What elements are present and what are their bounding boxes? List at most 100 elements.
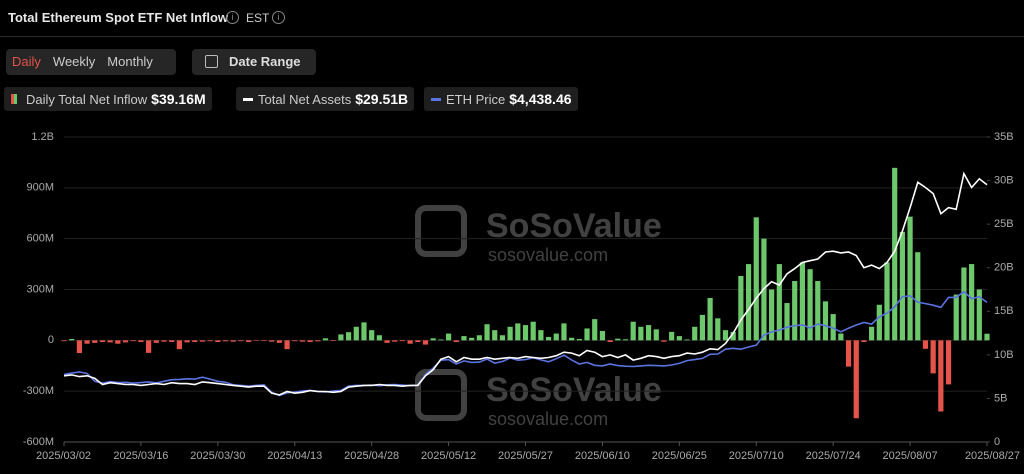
timezone: EST bbox=[246, 11, 270, 25]
bar bbox=[345, 332, 352, 341]
x-tick-label: 2025/05/12 bbox=[421, 450, 476, 462]
bar bbox=[438, 339, 444, 341]
x-tick-label: 2025/04/28 bbox=[344, 450, 399, 462]
legend-swatch bbox=[243, 98, 253, 101]
bar bbox=[838, 333, 844, 341]
bar bbox=[715, 318, 721, 341]
bar bbox=[361, 322, 367, 341]
watermark-site: sosovalue.com bbox=[488, 409, 608, 429]
bar bbox=[845, 340, 852, 367]
bar bbox=[292, 340, 298, 342]
bar bbox=[376, 335, 382, 341]
bar bbox=[661, 340, 667, 342]
bar bbox=[299, 340, 306, 342]
legend-item[interactable]: Daily Total Net Inflow $39.16M bbox=[4, 87, 212, 111]
bar bbox=[630, 321, 636, 341]
bar bbox=[246, 340, 252, 343]
bar bbox=[769, 289, 775, 341]
tab[interactable]: Daily bbox=[12, 54, 41, 69]
bar bbox=[369, 330, 375, 341]
bar bbox=[676, 336, 682, 341]
bar bbox=[84, 340, 90, 344]
bar bbox=[807, 269, 813, 341]
watermark: SoSoValue sosovalue.com SoSoValue sosova… bbox=[415, 205, 662, 429]
legend-label: ETH Price bbox=[446, 92, 506, 107]
bar bbox=[776, 264, 782, 341]
bar bbox=[899, 231, 905, 341]
bar bbox=[407, 340, 413, 344]
bar bbox=[315, 340, 321, 342]
bar bbox=[815, 281, 821, 341]
bar bbox=[745, 264, 752, 341]
calendar-icon bbox=[205, 55, 218, 68]
x-tick-label: 2025/07/24 bbox=[806, 450, 861, 462]
info-icon[interactable]: i bbox=[226, 11, 239, 24]
bar bbox=[499, 335, 506, 341]
bar bbox=[307, 340, 313, 343]
bar bbox=[146, 340, 152, 353]
x-tick-label: 2025/08/27 bbox=[965, 450, 1020, 462]
legend-item[interactable]: ETH Price $4,438.46 bbox=[424, 87, 578, 111]
bar bbox=[222, 340, 229, 342]
x-tick-label: 2025/05/27 bbox=[498, 450, 553, 462]
bar bbox=[261, 340, 267, 342]
legend-value: $39.16M bbox=[151, 91, 206, 107]
line bbox=[63, 290, 988, 397]
bar bbox=[976, 289, 982, 341]
bar bbox=[730, 331, 736, 341]
bar bbox=[638, 326, 644, 341]
watermark-logo bbox=[415, 205, 467, 257]
line bbox=[63, 171, 988, 396]
legend-value: $29.51B bbox=[355, 91, 409, 107]
info-icon[interactable]: i bbox=[272, 11, 285, 24]
legend-swatch bbox=[11, 94, 17, 104]
bar bbox=[945, 340, 952, 385]
bar bbox=[253, 340, 259, 341]
bar bbox=[192, 340, 198, 343]
bar bbox=[607, 340, 613, 343]
bar bbox=[684, 339, 690, 341]
bar bbox=[284, 340, 290, 350]
y-tick-label: 900M bbox=[26, 182, 54, 194]
y2-tick-label: 5B bbox=[994, 392, 1007, 404]
bar bbox=[545, 336, 552, 341]
bar bbox=[238, 340, 244, 342]
bar bbox=[161, 340, 167, 342]
bar bbox=[215, 340, 221, 343]
legend-label: Total Net Assets bbox=[258, 92, 352, 107]
bar bbox=[930, 340, 936, 374]
bar bbox=[99, 340, 106, 343]
bar bbox=[622, 339, 629, 341]
bar bbox=[707, 297, 713, 341]
bar bbox=[569, 337, 575, 341]
bar bbox=[784, 303, 790, 341]
legend-item[interactable]: Total Net Assets $29.51B bbox=[236, 87, 415, 111]
x-tick-label: 2025/03/30 bbox=[190, 450, 245, 462]
date-range-button[interactable]: Date Range bbox=[192, 49, 316, 75]
tab[interactable]: Monthly bbox=[107, 54, 153, 69]
x-tick-label: 2025/07/10 bbox=[729, 450, 784, 462]
bar bbox=[130, 340, 136, 342]
bar bbox=[322, 338, 329, 341]
bar bbox=[530, 321, 536, 341]
bar bbox=[922, 340, 929, 349]
bar bbox=[330, 340, 336, 342]
watermark-brand: SoSoValue bbox=[486, 371, 662, 409]
tab[interactable]: Weekly bbox=[52, 54, 96, 69]
bar bbox=[107, 340, 113, 343]
bar bbox=[461, 336, 467, 341]
bar bbox=[984, 333, 990, 341]
bar bbox=[892, 167, 898, 341]
bar bbox=[176, 340, 182, 350]
bar bbox=[169, 340, 175, 343]
bar bbox=[469, 337, 475, 341]
bar bbox=[799, 262, 805, 341]
bar bbox=[122, 340, 129, 343]
bar bbox=[492, 330, 498, 341]
x-tick-label: 2025/03/02 bbox=[36, 450, 91, 462]
bar bbox=[699, 314, 706, 341]
bar bbox=[576, 338, 582, 341]
y-tick-label: -600M bbox=[23, 436, 54, 448]
